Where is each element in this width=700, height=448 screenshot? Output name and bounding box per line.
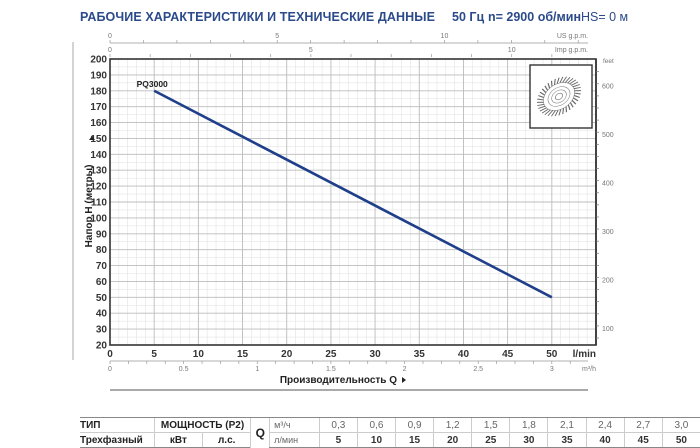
table-data-row: Трехфазный кВт л.с. л/мин 5 10 15 20 25 … <box>80 432 700 448</box>
x-unit-label: l/min <box>573 349 596 360</box>
unit-m3h: м³/ч <box>269 417 320 433</box>
impeller-icon <box>536 76 582 117</box>
kw-label: кВт <box>153 432 203 448</box>
y-tick-label: 60 <box>96 277 108 288</box>
feet-tick-label: 300 <box>602 229 614 236</box>
lmin-cell: 45 <box>623 432 663 448</box>
imp-gpm-tick-label: 10 <box>508 47 516 54</box>
y-tick-label: 100 <box>90 213 107 224</box>
feet-tick-label: 500 <box>602 132 614 139</box>
y-tick-label: 70 <box>96 261 108 272</box>
frequency-label: 50 Гц <box>452 10 485 24</box>
m3h-cell: 1,5 <box>471 417 510 433</box>
y-tick-label: 80 <box>96 245 108 256</box>
m3h-cell: 1,2 <box>433 417 472 433</box>
lmin-cell: 15 <box>395 432 434 448</box>
y-tick-label: 200 <box>90 55 107 66</box>
y-tick-label: 120 <box>90 182 107 193</box>
y-tick-label: 30 <box>96 325 108 336</box>
curve-label: PQ3000 <box>137 79 168 89</box>
spec-table: ТИП МОЩНОСТЬ (P2) Q м³/ч 0,3 0,6 0,9 1,2… <box>80 417 700 448</box>
y-tick-label: 170 <box>90 102 107 113</box>
m3h-cell: 2,7 <box>623 417 663 433</box>
lmin-cell: 5 <box>318 432 358 448</box>
q-label: Q <box>250 417 270 448</box>
x-tick-label: 5 <box>151 349 157 360</box>
imp-gpm-unit-label: Imp g.p.m. <box>555 47 588 54</box>
m3h-cell: 2,1 <box>547 417 587 433</box>
arrow-up-icon <box>89 136 95 140</box>
type-value: Трехфазный <box>80 432 155 448</box>
m3h-tick-label: 3 <box>550 366 554 373</box>
us-gpm-unit-label: US g.p.m. <box>557 33 588 40</box>
y-tick-label: 130 <box>90 166 107 177</box>
m3h-tick-label: 2.5 <box>473 366 483 373</box>
lmin-cell: 50 <box>661 432 700 448</box>
x-tick-label: 25 <box>325 349 337 360</box>
lmin-cell: 20 <box>433 432 472 448</box>
us-gpm-tick-label: 0 <box>108 33 112 40</box>
y-tick-label: 180 <box>90 86 107 97</box>
x-tick-label: 0 <box>107 349 113 360</box>
arrow-right-icon <box>402 377 406 383</box>
lmin-cell: 35 <box>547 432 587 448</box>
m3h-tick-label: 2 <box>403 366 407 373</box>
x-axis-title: Производительность Q <box>280 375 397 386</box>
imp-gpm-tick-label: 0 <box>108 47 112 54</box>
y-axis-title: Напор H (метры) <box>84 165 95 248</box>
lmin-cell: 10 <box>356 432 396 448</box>
y-tick-label: 160 <box>90 118 107 129</box>
m3h-cell: 1,8 <box>509 417 548 433</box>
feet-tick-label: 100 <box>602 326 614 333</box>
feet-unit-label: feet <box>603 58 614 65</box>
y-tick-label: 20 <box>96 341 108 352</box>
x-tick-label: 15 <box>237 349 249 360</box>
page-title: РАБОЧИЕ ХАРАКТЕРИСТИКИ И ТЕХНИЧЕСКИЕ ДАН… <box>80 10 436 24</box>
us-gpm-tick-label: 10 <box>441 33 449 40</box>
lmin-cell: 25 <box>471 432 510 448</box>
y-tick-label: 150 <box>90 134 107 145</box>
type-header: ТИП <box>80 417 155 433</box>
hs-label: HS= 0 м <box>581 10 629 24</box>
m3h-cell: 2,4 <box>585 417 625 433</box>
y-tick-label: 190 <box>90 70 107 81</box>
y-tick-label: 110 <box>91 198 108 209</box>
unit-lmin: л/мин <box>269 432 320 448</box>
imp-gpm-tick-label: 5 <box>309 47 313 54</box>
x-tick-label: 40 <box>458 349 470 360</box>
feet-tick-label: 400 <box>602 181 614 188</box>
m3h-cell: 3,0 <box>661 417 700 433</box>
feet-tick-label: 200 <box>602 277 614 284</box>
y-tick-label: 140 <box>90 150 107 161</box>
power-header: МОЩНОСТЬ (P2) <box>153 417 251 433</box>
m3h-tick-label: 1 <box>255 366 259 373</box>
m3h-cell: 0,3 <box>318 417 358 433</box>
m3h-tick-label: 0.5 <box>179 366 189 373</box>
feet-tick-label: 600 <box>602 84 614 91</box>
speed-label: n= 2900 об/мин <box>488 10 581 24</box>
m3h-tick-label: 1.5 <box>326 366 336 373</box>
x-tick-label: 30 <box>370 349 382 360</box>
y-tick-label: 90 <box>96 229 108 240</box>
m3h-tick-label: 0 <box>108 366 112 373</box>
x-tick-label: 20 <box>281 349 293 360</box>
lmin-cell: 30 <box>509 432 548 448</box>
table-header-row: ТИП МОЩНОСТЬ (P2) Q м³/ч 0,3 0,6 0,9 1,2… <box>80 417 700 448</box>
x-tick-label: 45 <box>502 349 514 360</box>
performance-curve <box>153 89 553 299</box>
x-tick-label: 10 <box>193 349 205 360</box>
m3h-cell: 0,6 <box>356 417 396 433</box>
y-tick-label: 40 <box>96 309 108 320</box>
us-gpm-tick-label: 5 <box>275 33 279 40</box>
x-tick-label: 35 <box>414 349 426 360</box>
m3h-unit-label: m³/h <box>582 366 596 373</box>
x-tick-label: 50 <box>546 349 558 360</box>
hp-label: л.с. <box>202 432 251 448</box>
y-tick-label: 50 <box>96 293 108 304</box>
m3h-cell: 0,9 <box>395 417 434 433</box>
lmin-cell: 40 <box>585 432 625 448</box>
